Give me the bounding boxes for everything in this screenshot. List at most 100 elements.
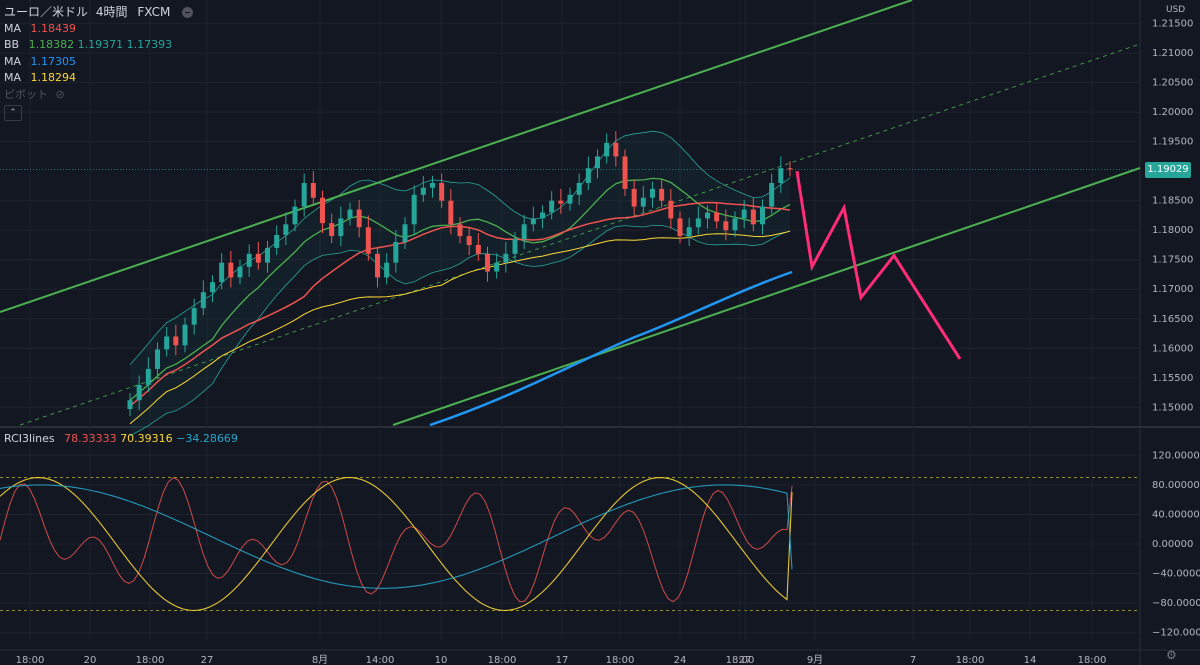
chevron-up-icon[interactable]: ⌃ [4, 105, 22, 121]
legend-value: 1.18294 [30, 71, 77, 84]
price-tick-label: 1.15000 [1152, 402, 1193, 413]
rci-value-short: 78.33333 [64, 432, 117, 445]
candle-body [136, 384, 142, 401]
price-tick-label: 1.18500 [1152, 196, 1193, 207]
candle-body [164, 336, 170, 350]
candle-body [200, 292, 206, 309]
candle-body [787, 168, 793, 170]
indicator-legend: ユーロ／米ドル 4時間 FXCM MA 1.18439 BB 1.18382 1… [4, 4, 194, 121]
candle-body [375, 253, 380, 278]
time-tick-label: 18:00 [16, 655, 45, 665]
candle-body [356, 209, 362, 228]
price-tick-label: 1.21500 [1152, 19, 1193, 30]
candle-body [503, 253, 509, 263]
rci-line-short [0, 477, 793, 603]
time-tick-label: 18:00 [606, 655, 635, 665]
rci-tick-label: 120.00000 [1152, 450, 1200, 461]
chart-header[interactable]: ユーロ／米ドル 4時間 FXCM [4, 4, 194, 21]
candle-body [714, 212, 720, 222]
candlesticks [127, 131, 793, 417]
candle-body [677, 218, 683, 237]
rci-tick-label: 80.00000 [1152, 480, 1200, 491]
candle-body [705, 212, 710, 219]
candle-body [613, 142, 619, 157]
candle-body [530, 218, 536, 225]
candle-body [512, 239, 518, 254]
candle-body [567, 194, 573, 204]
ma-blue-line [429, 270, 793, 427]
candle-body [155, 349, 160, 369]
candle-body [246, 253, 252, 267]
legend-value: 1.17305 [30, 54, 77, 68]
legend-pivot[interactable]: ピボット ⊘ [4, 87, 193, 104]
legend-value: 1.18439 [30, 21, 77, 35]
interval-label: 4時間 [95, 5, 128, 19]
price-tick-label: 1.15500 [1152, 373, 1193, 384]
pivot-label: ピボット [4, 87, 48, 101]
candle-body [604, 142, 610, 157]
candle-body [182, 324, 188, 346]
legend-bb[interactable]: BB 1.18382 1.19371 1.17393 [4, 37, 193, 54]
time-tick-label: 8月 [312, 654, 328, 665]
candle-body [585, 168, 591, 183]
price-tick-label: 1.16500 [1152, 314, 1193, 325]
time-tick-label: 14:00 [366, 655, 395, 665]
rci-legend[interactable]: RCI3lines 78.33333 70.39316 −34.28669 [4, 432, 238, 445]
legend-label: MA [4, 54, 22, 68]
time-tick-label: 9月 [807, 654, 823, 665]
channel-upper-line [0, 0, 913, 313]
candle-body [411, 194, 417, 225]
legend-label: BB [4, 38, 20, 51]
price-tick-label: 1.20000 [1152, 107, 1193, 118]
candle-body [540, 212, 545, 219]
candle-body [283, 224, 289, 235]
rci-tick-label: 0.00000 [1152, 539, 1193, 550]
candle-body [265, 247, 270, 263]
bb-fill [130, 131, 790, 436]
candle-body [384, 262, 390, 278]
candle-body [191, 308, 197, 325]
rci-line-long [0, 484, 793, 589]
legend-ma-yellow[interactable]: MA 1.18294 [4, 70, 193, 87]
legend-value: 1.17393 [126, 38, 173, 51]
minus-icon[interactable] [182, 7, 194, 18]
candle-body [329, 223, 335, 237]
time-tick-label: 18:00 [136, 655, 165, 665]
legend-label: MA [4, 71, 22, 84]
candle-body [301, 182, 307, 207]
rci-label: RCI3lines [4, 432, 55, 445]
candle-body [430, 182, 435, 188]
time-tick-label: 18:00 [956, 655, 985, 665]
time-tick-label: 20 [84, 655, 97, 665]
time-tick-label: 18:00 [726, 655, 755, 665]
legend-value: 1.18382 [28, 38, 75, 51]
candle-body [274, 234, 280, 248]
candle-body [659, 188, 665, 201]
candle-body [686, 227, 692, 237]
eye-off-icon[interactable]: ⊘ [55, 87, 65, 101]
candle-body [448, 200, 454, 225]
gear-icon[interactable]: ⚙ [1166, 648, 1177, 662]
price-tick-label: 1.20500 [1152, 78, 1193, 89]
candle-body [457, 224, 463, 237]
price-tick-label: 1.18000 [1152, 225, 1193, 236]
price-axis: 1.21500 1.21000 1.20500 1.20000 1.19500 1.185… [16, 19, 1200, 665]
candle-body [439, 182, 445, 201]
legend-value: 1.19371 [77, 38, 124, 51]
rci-tick-label: −40.00000 [1152, 569, 1200, 580]
time-tick-label: 18:00 [488, 655, 517, 665]
rci-line-mid [0, 477, 793, 612]
bollinger-bands [129, 130, 791, 436]
candle-body [145, 368, 151, 385]
legend-ma-red[interactable]: MA 1.18439 [4, 21, 193, 38]
candle-body [228, 262, 234, 278]
price-tick-label: 1.21000 [1152, 48, 1193, 59]
candle-body [558, 200, 564, 204]
legend-ma-blue[interactable]: MA 1.17305 [4, 54, 193, 71]
candle-body [219, 262, 225, 283]
candle-body [292, 206, 298, 225]
channel-mid-line [19, 43, 1141, 426]
candle-body [732, 218, 738, 231]
